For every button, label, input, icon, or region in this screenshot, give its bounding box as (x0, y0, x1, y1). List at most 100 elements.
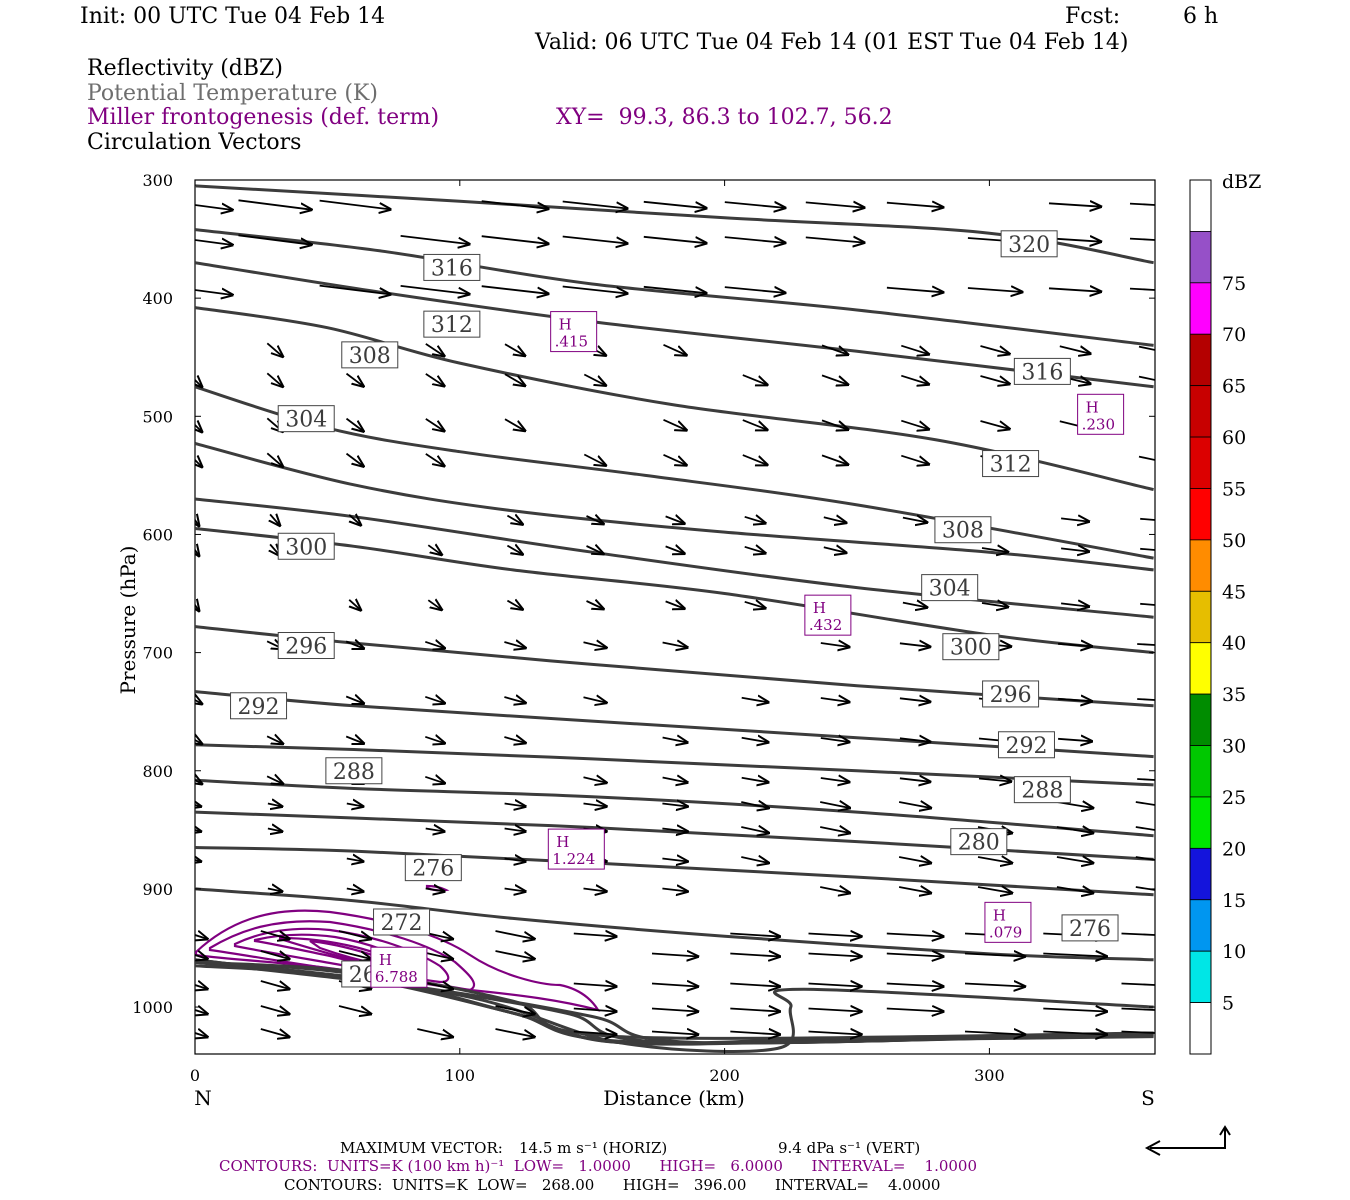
circulation-vector (808, 954, 862, 957)
y-axis-label: Pressure (hPa) (116, 546, 140, 695)
circulation-vector (504, 697, 525, 703)
svg-text:304: 304 (285, 408, 327, 433)
circulation-vector (427, 545, 441, 555)
colorbar-tick-label: 25 (1222, 787, 1246, 809)
x-tick-label: 300 (974, 1066, 1005, 1085)
circulation-vector (417, 1028, 453, 1037)
circulation-vector (319, 284, 391, 295)
theta-contour-label: 320 (1000, 230, 1058, 258)
circulation-vector (260, 930, 290, 939)
circulation-vector (744, 547, 766, 553)
circulation-vector (663, 453, 687, 465)
circulation-vector (643, 235, 707, 243)
colorbar-bin (1189, 488, 1212, 541)
circulation-vector (820, 827, 850, 833)
colorbar-tick-label: 10 (1222, 941, 1246, 963)
circulation-vector (665, 546, 685, 553)
circulation-vector (583, 777, 607, 783)
y-tick-label: 400 (142, 289, 173, 308)
valid-time: Valid: 06 UTC Tue 04 Feb 14 (01 EST Tue … (535, 30, 1129, 55)
circulation-vector (977, 857, 1012, 863)
circulation-vector (741, 802, 768, 808)
colorbar-bin (1189, 899, 1212, 952)
circulation-vector (1058, 644, 1092, 647)
svg-text:312: 312 (990, 453, 1032, 478)
circulation-vector (823, 547, 846, 553)
colorbar-tick-label: 45 (1222, 581, 1246, 603)
svg-text:304: 304 (929, 577, 971, 602)
circulation-vector (586, 601, 604, 609)
circulation-vector (195, 285, 233, 295)
circulation-vector (820, 778, 849, 782)
theta-contour-label: 272 (373, 908, 431, 936)
theta-contour-label: 288 (325, 757, 383, 785)
circulation-vector (266, 342, 283, 356)
theta-contour-line (195, 778, 1154, 838)
circulation-vector (978, 779, 1011, 782)
svg-text:308: 308 (349, 344, 391, 369)
colorbar-tick-label: 35 (1222, 684, 1246, 706)
circulation-vector (195, 829, 201, 832)
svg-text:.079: .079 (989, 923, 1022, 941)
circulation-vector (267, 889, 282, 892)
circulation-vector (195, 1006, 208, 1014)
circulation-vector (821, 344, 848, 354)
circulation-vector (662, 738, 688, 743)
circulation-vector (902, 518, 927, 523)
circulation-vector (345, 737, 364, 744)
circulation-vector (562, 200, 628, 209)
circulation-vector (425, 829, 445, 832)
circulation-vector (1121, 1030, 1155, 1034)
circulation-vector (1140, 602, 1155, 606)
circulation-vector (823, 517, 846, 523)
colorbar-bin (1189, 385, 1212, 438)
circulation-vector (195, 696, 202, 704)
circulation-vector (1129, 202, 1155, 206)
colorbar-tick-label: 15 (1222, 890, 1246, 912)
colorbar-bin (1189, 282, 1212, 335)
circulation-vector (821, 374, 848, 384)
circulation-vector (583, 453, 606, 466)
circulation-vector (266, 372, 283, 386)
colorbar-tick-label: 65 (1222, 376, 1246, 398)
colorbar-tick-label: 55 (1222, 478, 1246, 500)
circulation-vector (821, 419, 848, 429)
circulation-vector (504, 829, 526, 832)
svg-text:276: 276 (412, 857, 454, 882)
circulation-vector (980, 345, 1010, 354)
circulation-vector (481, 200, 549, 209)
circulation-vector (977, 887, 1012, 893)
colorbar-bin (1189, 231, 1212, 284)
svg-text:6.788: 6.788 (375, 968, 418, 986)
circulation-vector (662, 804, 687, 807)
circulation-vector (981, 603, 1008, 607)
north-end-label: N (194, 1086, 212, 1110)
circulation-vector (504, 642, 525, 648)
colorbar-bin (1189, 179, 1212, 232)
circulation-vector (741, 857, 768, 863)
circulation-vector (808, 934, 862, 937)
circulation-vector (195, 859, 201, 862)
circulation-vector (1060, 603, 1089, 606)
svg-text:.415: .415 (555, 333, 588, 351)
circulation-vector (741, 827, 768, 833)
svg-text:308: 308 (942, 519, 984, 544)
circulation-vector (741, 698, 769, 703)
colorbar-tick-label: 70 (1222, 324, 1246, 346)
x-tick-label: 100 (445, 1066, 476, 1085)
circulation-vector (967, 288, 1022, 292)
circulation-vector (1138, 375, 1155, 381)
theta-contour-info: CONTOURS: UNITS=K LOW= 268.00 HIGH= 396.… (284, 1176, 941, 1194)
forecast-label: Fcst: (1065, 4, 1121, 29)
circulation-vector (1048, 288, 1101, 291)
theta-contour-line (195, 306, 1154, 492)
init-time: Init: 00 UTC Tue 04 Feb 14 (80, 4, 386, 29)
circulation-vector (573, 1009, 617, 1012)
circulation-vector (820, 643, 849, 647)
circulation-vector (886, 288, 943, 293)
x-tick-label: 0 (190, 1066, 200, 1085)
circulation-vector (899, 698, 930, 702)
circulation-vector (1048, 238, 1101, 241)
